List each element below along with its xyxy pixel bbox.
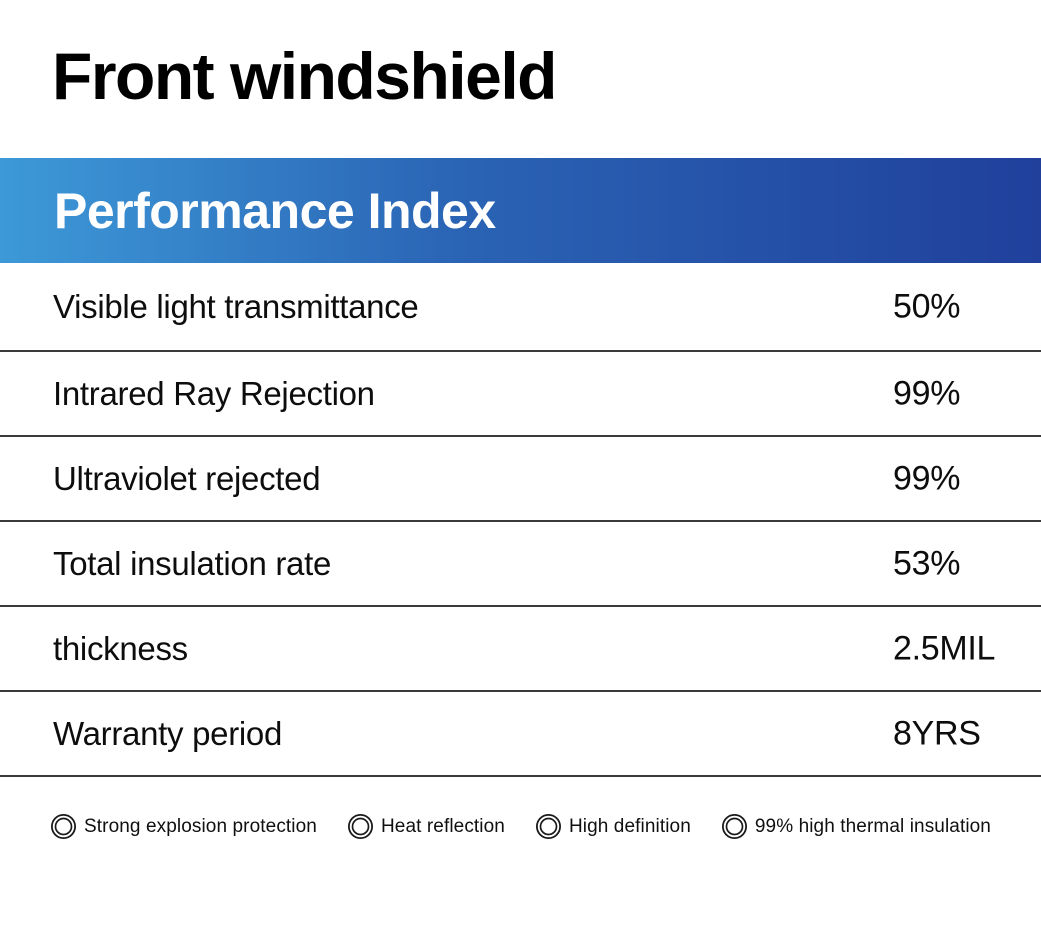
double-circle-icon bbox=[721, 813, 747, 840]
spec-value: 99% bbox=[893, 459, 961, 497]
spec-label: Intrared Ray Rejection bbox=[53, 374, 375, 412]
spec-value: 99% bbox=[893, 374, 961, 412]
table-row: Intrared Ray Rejection 99% bbox=[0, 352, 1041, 437]
spec-value: 8YRS bbox=[893, 714, 981, 752]
spec-table: Visible light transmittance 50% Intrared… bbox=[0, 263, 1041, 777]
feature-item: Heat reflection bbox=[347, 813, 505, 840]
table-row: Visible light transmittance 50% bbox=[0, 263, 1041, 352]
feature-label: Strong explosion protection bbox=[84, 815, 317, 837]
performance-index-banner: Performance Index bbox=[0, 158, 1041, 263]
feature-label: 99% high thermal insulation bbox=[754, 815, 991, 837]
spec-label: Total insulation rate bbox=[53, 544, 332, 582]
spec-value: 53% bbox=[893, 544, 961, 582]
double-circle-icon bbox=[347, 813, 373, 840]
table-row: Ultraviolet rejected 99% bbox=[0, 437, 1041, 522]
spec-value: 2.5MIL bbox=[893, 629, 996, 667]
feature-item: 99% high thermal insulation bbox=[721, 813, 991, 840]
table-row: Warranty period 8YRS bbox=[0, 692, 1041, 777]
double-circle-icon bbox=[535, 813, 561, 840]
feature-item: High definition bbox=[535, 813, 691, 840]
feature-label: High definition bbox=[568, 815, 691, 837]
spec-label: Warranty period bbox=[53, 714, 283, 752]
spec-value: 50% bbox=[893, 287, 961, 325]
spec-label: Ultraviolet rejected bbox=[53, 459, 321, 497]
feature-label: Heat reflection bbox=[380, 815, 505, 837]
feature-badges: Strong explosion protection Heat reflect… bbox=[50, 813, 991, 840]
banner-title: Performance Index bbox=[54, 182, 496, 239]
feature-item: Strong explosion protection bbox=[50, 813, 317, 840]
page-title: Front windshield bbox=[52, 39, 557, 113]
double-circle-icon bbox=[50, 813, 77, 840]
table-row: Total insulation rate 53% bbox=[0, 522, 1041, 607]
table-row: thickness 2.5MIL bbox=[0, 607, 1041, 692]
spec-label: Visible light transmittance bbox=[53, 287, 419, 325]
spec-label: thickness bbox=[53, 629, 188, 667]
